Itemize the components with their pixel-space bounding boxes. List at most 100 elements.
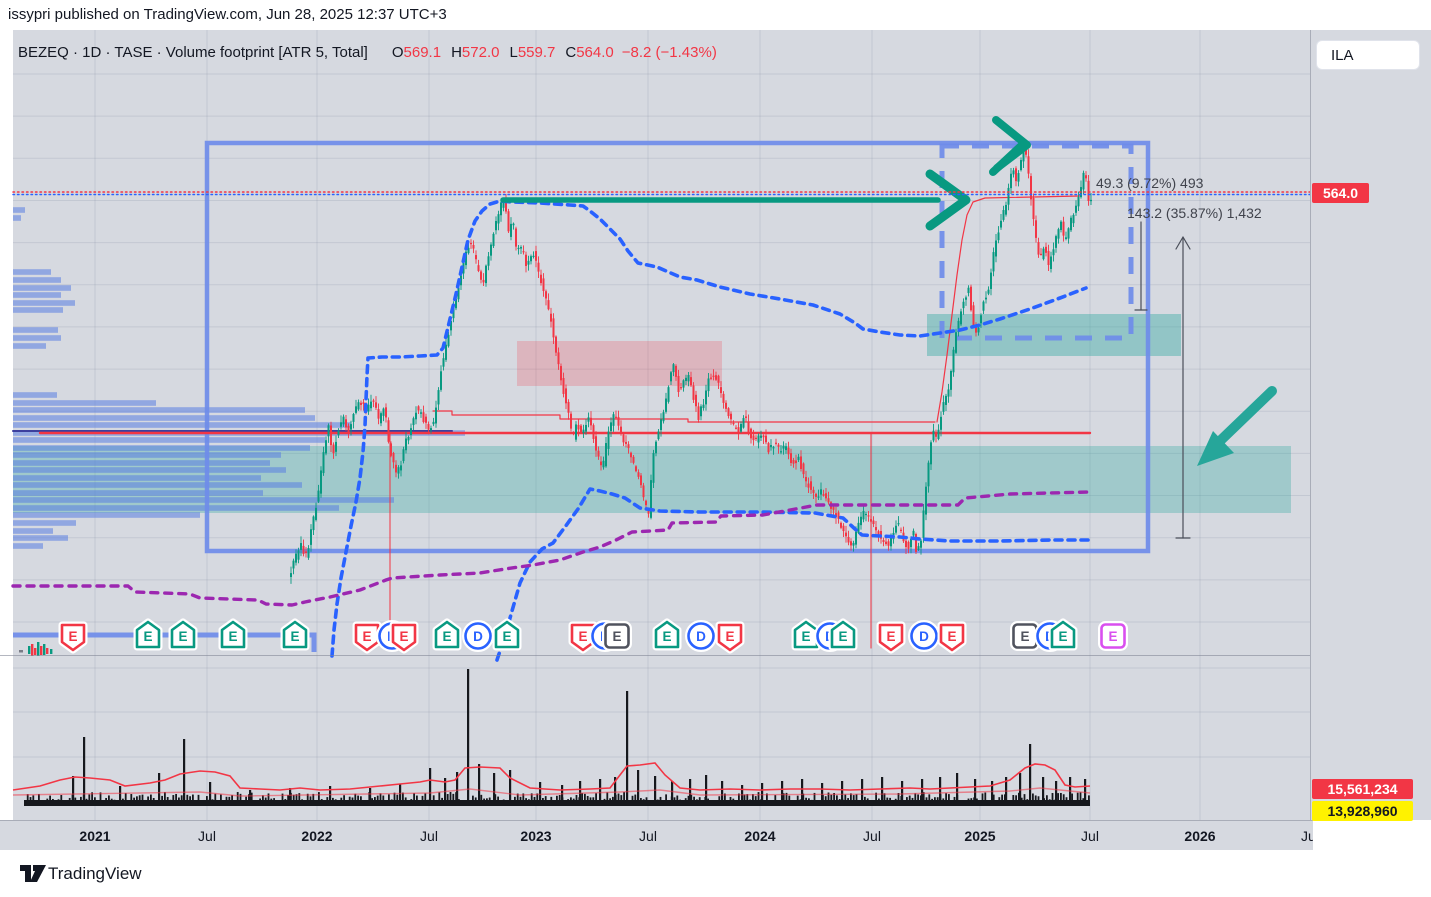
blue-baseline [13, 632, 317, 652]
event-badge-e[interactable]: E [58, 621, 88, 654]
event-badge-e[interactable]: E [280, 618, 310, 651]
svg-text:E: E [578, 629, 587, 644]
event-badge-e[interactable]: E [352, 621, 382, 654]
chart-background [0, 30, 1431, 820]
svg-text:D: D [919, 629, 929, 644]
time-tick-2024: 2024 [744, 828, 776, 844]
red-rise-line [936, 195, 1081, 423]
symbol-search-value: ILA [1331, 47, 1354, 64]
price-tick-600.0: 600.0 [1326, 108, 1362, 125]
volume-tick: 100,000,000 [1326, 704, 1404, 720]
svg-text:E: E [68, 629, 77, 644]
big-teal-arrow-head[interactable] [1197, 431, 1234, 466]
svg-text:E: E [178, 629, 187, 644]
tradingview-logo-icon[interactable] [20, 865, 47, 886]
svg-text:E: E [838, 629, 847, 644]
event-badge-d[interactable]: D [908, 620, 940, 652]
event-badge-e[interactable]: E [715, 621, 745, 654]
svg-text:E: E [662, 629, 671, 644]
event-badge-e[interactable]: E [568, 621, 598, 654]
time-axis[interactable]: 2021 Jul 2022 Jul 2023 Jul 2024 Jul 2025 Jul 2026 J… [0, 820, 1313, 851]
svg-text:D: D [825, 629, 835, 644]
chart-legend: BEZEQ · 1D · TASE · Volume footprint [AT… [18, 44, 717, 61]
svg-text:E: E [143, 629, 152, 644]
volume-ma2-line [12, 787, 1091, 797]
measure-label-2: 143.2 (35.87%) 1,432 [1127, 205, 1262, 221]
symbol-search-box[interactable]: ILA [1316, 40, 1420, 70]
svg-text:D: D [473, 629, 483, 644]
symbol-title[interactable]: BEZEQ · 1D · TASE · Volume footprint [AT… [18, 44, 368, 61]
low-value: 559.7 [517, 44, 556, 61]
blue-rectangle[interactable] [204, 140, 1151, 554]
price-tick-380.0: 380.0 [1326, 571, 1362, 588]
tradingview-brand[interactable]: TradingView [48, 864, 142, 883]
upper-teal-zone[interactable] [927, 314, 1181, 356]
event-badge-d[interactable]: D [462, 620, 494, 652]
purple-dotted [11, 490, 1092, 607]
red-zone[interactable] [517, 341, 722, 386]
event-badge-e[interactable]: E [1048, 618, 1078, 651]
event-badge-e[interactable]: E [218, 618, 248, 651]
close-value: 564.0 [576, 44, 614, 61]
change-value: −8.2 (−1.43%) [621, 44, 717, 61]
open-value: 569.1 [403, 44, 442, 61]
time-tick-Jul: Jul [198, 828, 216, 844]
svg-text:E: E [290, 629, 299, 644]
svg-text:E: E [1058, 629, 1067, 644]
big-teal-arrow-shaft[interactable] [1216, 386, 1277, 445]
event-badge-e[interactable]: E [876, 621, 906, 654]
lower-teal-zone[interactable] [13, 446, 1291, 513]
price-tick-480.0: 480.0 [1326, 361, 1362, 378]
volume-tick: 150,000,000 [1326, 660, 1404, 676]
price-tick-580.0: 580.0 [1326, 150, 1362, 167]
event-badge-e[interactable]: E [791, 618, 821, 651]
event-badge-e[interactable]: E [602, 621, 632, 651]
event-badge-e[interactable]: E [652, 618, 682, 651]
svg-text:E: E [442, 629, 451, 644]
event-badge-e[interactable]: E [828, 618, 858, 651]
svg-text:E: E [947, 629, 956, 644]
event-badge-e[interactable]: E [389, 621, 419, 654]
svg-text:D: D [387, 629, 397, 644]
time-tick-Jul: Jul [863, 828, 881, 844]
event-badge-e[interactable]: E [937, 621, 967, 654]
svg-text:E: E [1108, 629, 1117, 644]
event-badge-d[interactable]: D [589, 620, 621, 652]
teal-arrowhead-2 [992, 116, 1031, 172]
high-value: 572.0 [461, 44, 500, 61]
publish-line: issypri published on TradingView.com, Ju… [8, 6, 447, 23]
event-badge-d[interactable]: D [376, 620, 408, 652]
event-badge-e[interactable]: E [133, 618, 163, 651]
time-tick-Jul: Jul [1301, 828, 1313, 844]
event-badge-e[interactable]: E [1010, 621, 1040, 651]
measure-label-1: 49.3 (9.72%) 493 [1096, 175, 1204, 191]
blue-dotted-lower [495, 487, 1090, 662]
event-badge-e[interactable]: E [492, 618, 522, 651]
price-tick-460.0: 460.0 [1326, 403, 1362, 420]
svg-text:E: E [725, 629, 734, 644]
time-tick-2021: 2021 [79, 828, 111, 844]
volume-tick: 50,000,000 [1326, 749, 1397, 765]
svg-text:E: E [228, 629, 237, 644]
footer: TradingView [0, 850, 1431, 897]
event-badge-e[interactable]: E [168, 618, 198, 651]
high-label: H [451, 44, 462, 61]
event-badge-d[interactable]: D [685, 620, 717, 652]
svg-text:E: E [502, 629, 511, 644]
event-badge-d[interactable]: D [1034, 620, 1066, 652]
svg-text:E: E [399, 629, 408, 644]
time-tick-2025: 2025 [964, 828, 996, 844]
event-badge-e[interactable]: E [432, 618, 462, 651]
time-tick-2022: 2022 [301, 828, 333, 844]
time-tick-Jul: Jul [420, 828, 438, 844]
red-step-line [432, 410, 936, 423]
event-badge-e[interactable]: E [1098, 621, 1128, 651]
price-tick-540.0: 540.0 [1326, 234, 1362, 251]
svg-text:E: E [612, 629, 621, 644]
price-tick-420.0: 420.0 [1326, 487, 1362, 504]
event-badge-d[interactable]: D [814, 620, 846, 652]
teal-arrowhead-1 [925, 169, 971, 231]
svg-text:E: E [362, 629, 371, 644]
